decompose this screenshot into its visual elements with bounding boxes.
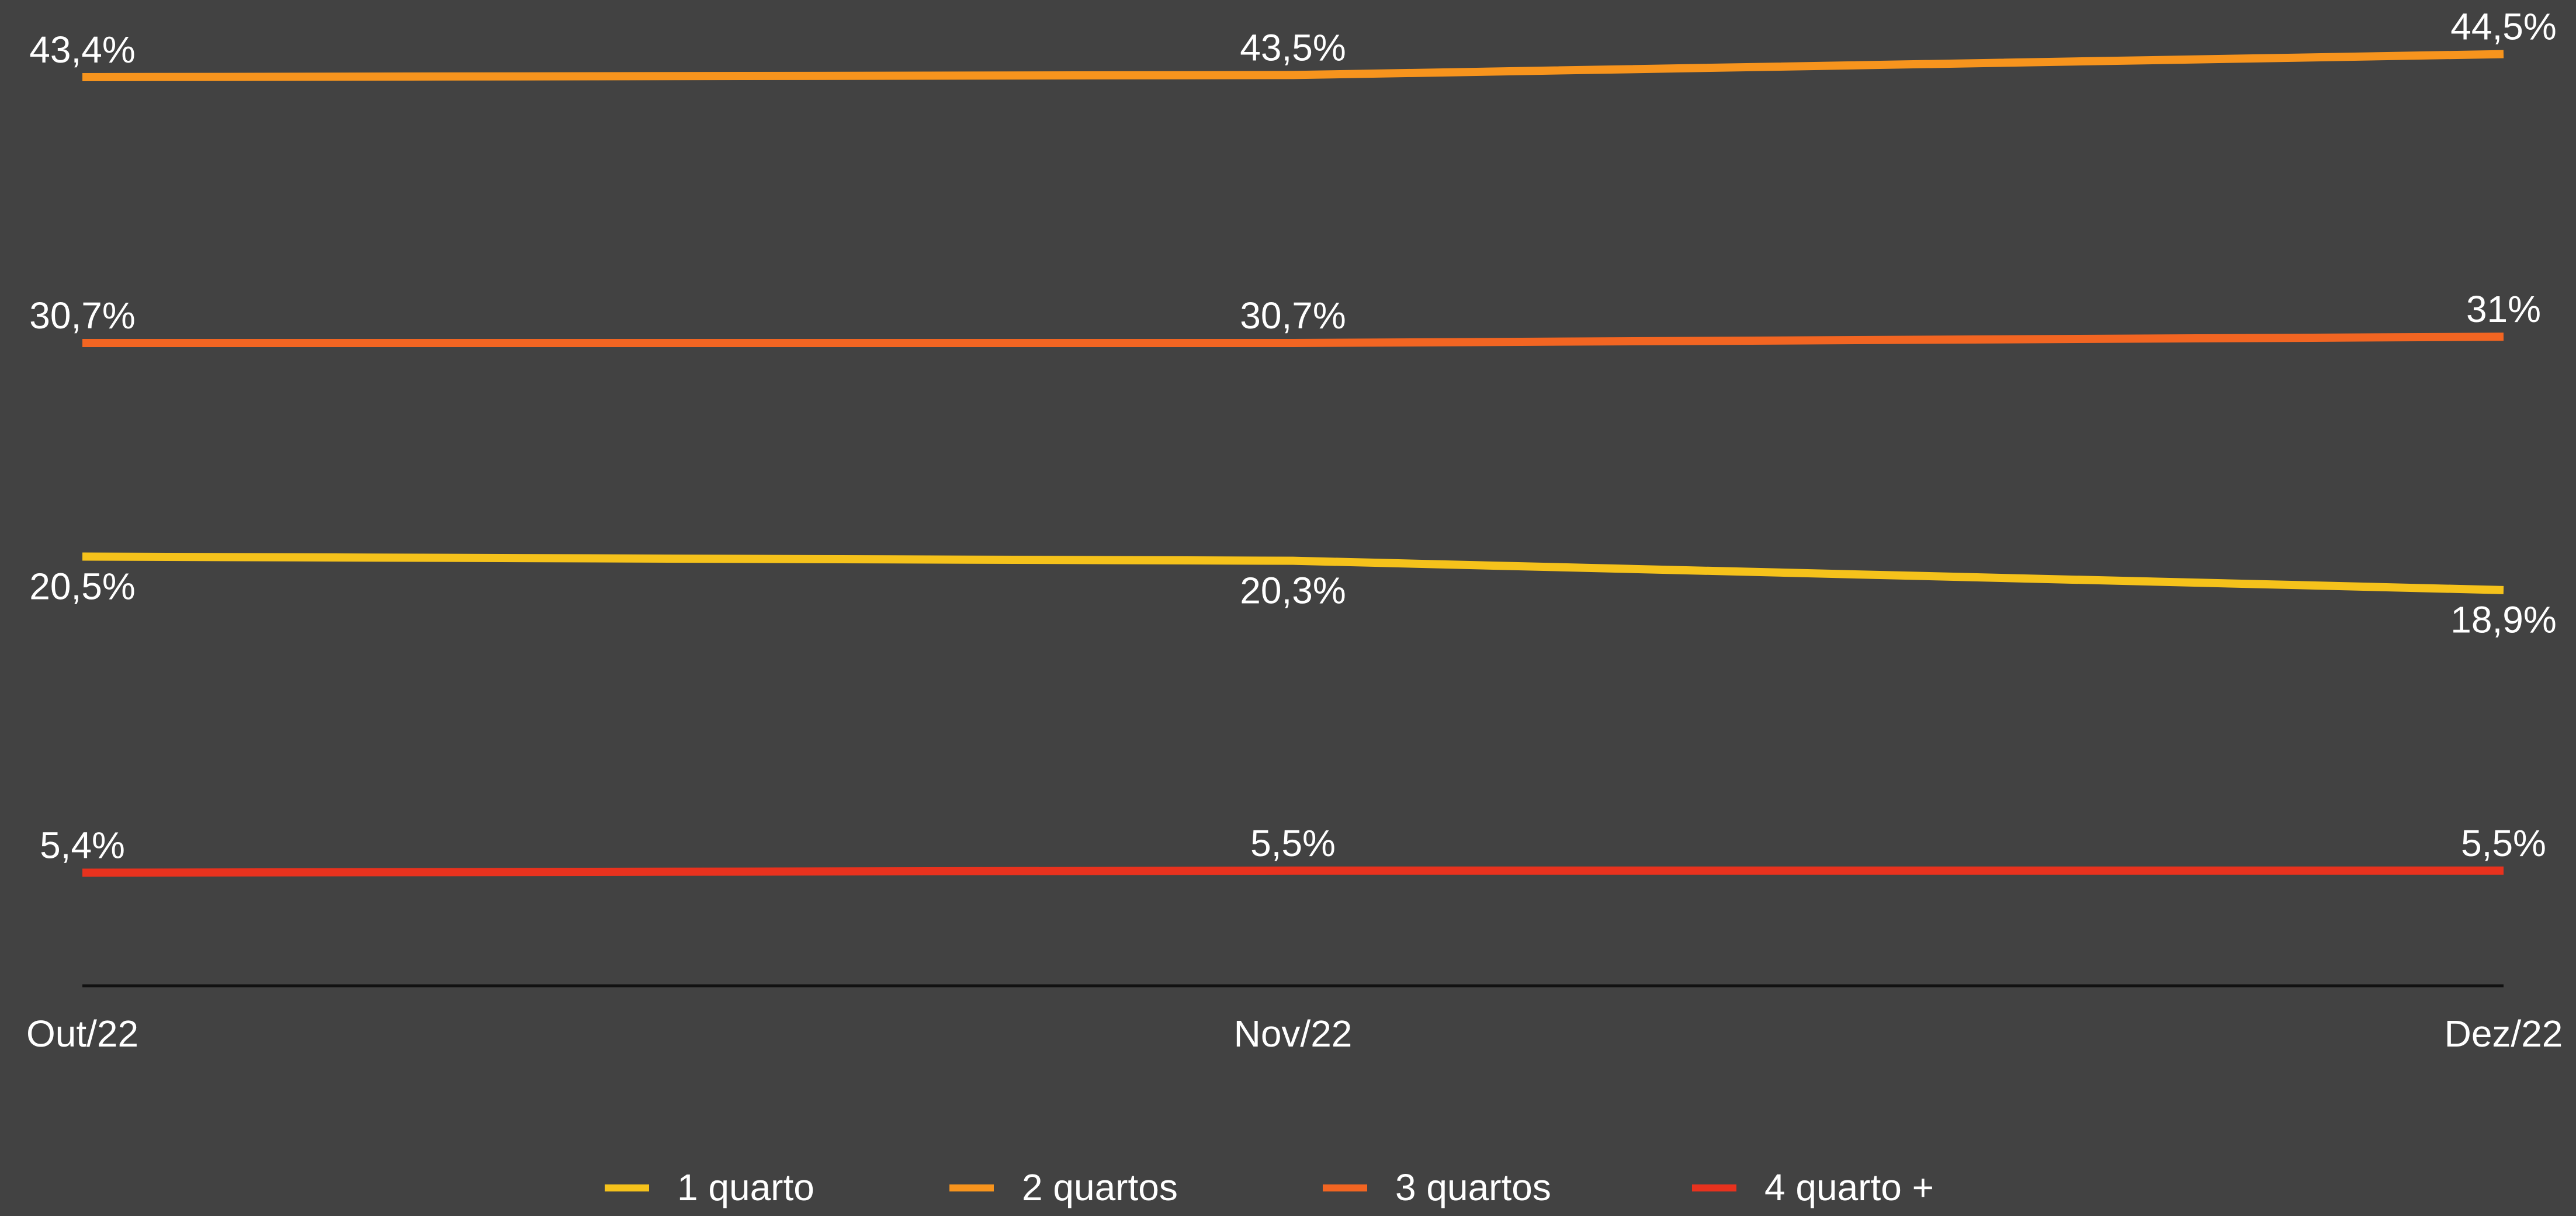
series-line <box>82 866 2504 877</box>
x-tick-label: Nov/22 <box>1234 1013 1353 1055</box>
data-label: 5,5% <box>1250 822 1336 864</box>
series-line <box>82 332 2504 348</box>
data-label: 30,7% <box>1240 295 1346 337</box>
data-label: 20,3% <box>1240 570 1346 612</box>
data-label: 44,5% <box>2450 5 2556 47</box>
data-label: 5,4% <box>40 824 125 866</box>
x-tick-label: Dez/22 <box>2445 1013 2563 1055</box>
data-label: 18,9% <box>2450 599 2556 641</box>
series-line <box>82 552 2504 594</box>
data-label: 20,5% <box>29 565 135 607</box>
data-label: 31% <box>2466 288 2541 330</box>
series-line <box>82 50 2504 81</box>
legend-entry: 3 quartos <box>1395 1166 1551 1208</box>
data-label: 30,7% <box>29 295 135 337</box>
data-label: 5,5% <box>2461 822 2546 864</box>
x-tick-label: Out/22 <box>26 1013 138 1055</box>
legend-entry: 1 quarto <box>677 1166 814 1208</box>
legend-entry: 4 quarto + <box>1764 1166 1934 1208</box>
data-label: 43,4% <box>29 29 135 71</box>
data-label: 43,5% <box>1240 26 1346 68</box>
legend-entry: 2 quartos <box>1022 1166 1178 1208</box>
